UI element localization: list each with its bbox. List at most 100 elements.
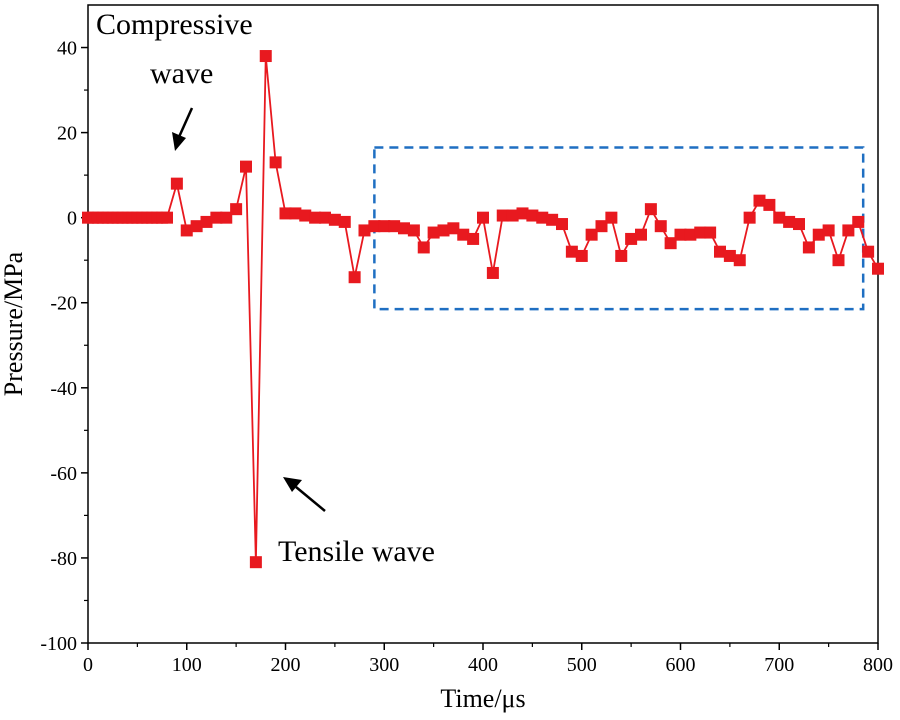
data-point xyxy=(872,262,884,275)
data-point xyxy=(457,228,470,241)
data-point xyxy=(378,220,391,233)
axis-ticks: 0 100 200 300 400 500 600 700 800 -100 -80 -60 -40 -2… xyxy=(40,38,893,676)
x-tick-label: 600 xyxy=(666,654,696,676)
data-point xyxy=(694,226,707,239)
plot-frame xyxy=(87,4,879,644)
data-point xyxy=(723,249,736,262)
data-point xyxy=(230,203,243,216)
y-tick-label: -80 xyxy=(50,548,77,570)
data-point xyxy=(477,211,489,224)
data-point xyxy=(773,211,786,224)
data-point xyxy=(427,226,440,239)
y-tick-label: -100 xyxy=(40,633,77,655)
data-point xyxy=(625,232,638,245)
y-tick-label: 20 xyxy=(57,123,77,145)
x-tick-label: 100 xyxy=(172,654,202,676)
data-point xyxy=(161,211,173,224)
data-point xyxy=(575,249,588,262)
y-tick-label: 40 xyxy=(57,38,77,60)
data-point xyxy=(644,203,657,216)
x-tick-label: 400 xyxy=(468,654,498,676)
data-point xyxy=(842,224,855,237)
data-point xyxy=(822,224,835,237)
annotation-compressive-line1: Compressive xyxy=(96,8,253,41)
data-point xyxy=(654,220,667,233)
data-point xyxy=(240,160,252,173)
data-point xyxy=(714,245,726,258)
data-point xyxy=(664,237,677,250)
data-point xyxy=(220,211,233,224)
data-point xyxy=(249,556,262,569)
data-point xyxy=(210,211,223,224)
data-point xyxy=(338,215,351,228)
data-point xyxy=(506,209,519,222)
data-point xyxy=(368,220,381,233)
data-point xyxy=(319,211,331,224)
data-point xyxy=(684,228,697,241)
data-point xyxy=(388,220,401,233)
data-point xyxy=(437,224,450,237)
data-point xyxy=(733,254,746,267)
data-point xyxy=(516,207,529,220)
x-tick-label: 500 xyxy=(567,654,597,676)
annotation-compressive-line2: wave xyxy=(150,57,213,90)
data-layer xyxy=(82,50,884,569)
data-point xyxy=(467,232,480,245)
data-point xyxy=(170,177,183,190)
x-tick-label: 200 xyxy=(271,654,301,676)
data-point xyxy=(635,228,647,241)
x-axis-title: Time/μs xyxy=(440,684,525,713)
data-point xyxy=(259,50,272,63)
data-point xyxy=(496,209,509,222)
data-point xyxy=(743,211,756,224)
data-point xyxy=(852,215,865,228)
data-point xyxy=(862,245,875,258)
data-point xyxy=(783,215,796,228)
data-point xyxy=(190,220,203,233)
data-point xyxy=(585,228,598,241)
data-point xyxy=(309,211,322,224)
data-point xyxy=(793,218,805,231)
data-point xyxy=(269,156,282,169)
data-point xyxy=(605,211,618,224)
y-tick-label: -20 xyxy=(50,293,77,315)
data-point xyxy=(486,266,499,279)
arrow-tensile-icon xyxy=(283,477,326,512)
arrow-compressive-icon xyxy=(172,107,194,151)
data-point xyxy=(180,224,193,237)
data-point xyxy=(417,241,430,254)
data-point xyxy=(565,245,578,258)
data-point xyxy=(348,271,361,284)
x-tick-label: 300 xyxy=(369,654,399,676)
data-point xyxy=(447,222,460,235)
data-point xyxy=(200,215,213,228)
data-point xyxy=(832,254,845,267)
y-tick-label: -40 xyxy=(50,378,77,400)
data-point xyxy=(763,198,776,211)
data-point xyxy=(812,228,825,241)
annotation-tensile: Tensile wave xyxy=(278,535,435,568)
y-tick-label: -60 xyxy=(50,463,77,485)
data-point xyxy=(536,211,549,224)
data-point xyxy=(289,207,302,220)
data-point xyxy=(704,226,717,239)
x-tick-label: 700 xyxy=(764,654,794,676)
data-point xyxy=(674,228,687,241)
data-point xyxy=(358,224,371,237)
x-tick-label: 800 xyxy=(863,654,893,676)
data-point xyxy=(299,209,312,222)
data-point xyxy=(615,249,628,262)
y-axis-title: Pressure/MPa xyxy=(0,251,28,396)
data-point xyxy=(753,194,766,207)
data-point xyxy=(556,218,568,231)
data-point xyxy=(802,241,815,254)
data-point xyxy=(328,213,341,226)
data-point xyxy=(595,220,608,233)
data-point xyxy=(279,207,292,220)
data-point xyxy=(398,222,410,235)
data-point xyxy=(546,213,559,226)
data-point xyxy=(526,209,539,222)
x-tick-label: 0 xyxy=(83,654,93,676)
data-point xyxy=(407,224,420,237)
